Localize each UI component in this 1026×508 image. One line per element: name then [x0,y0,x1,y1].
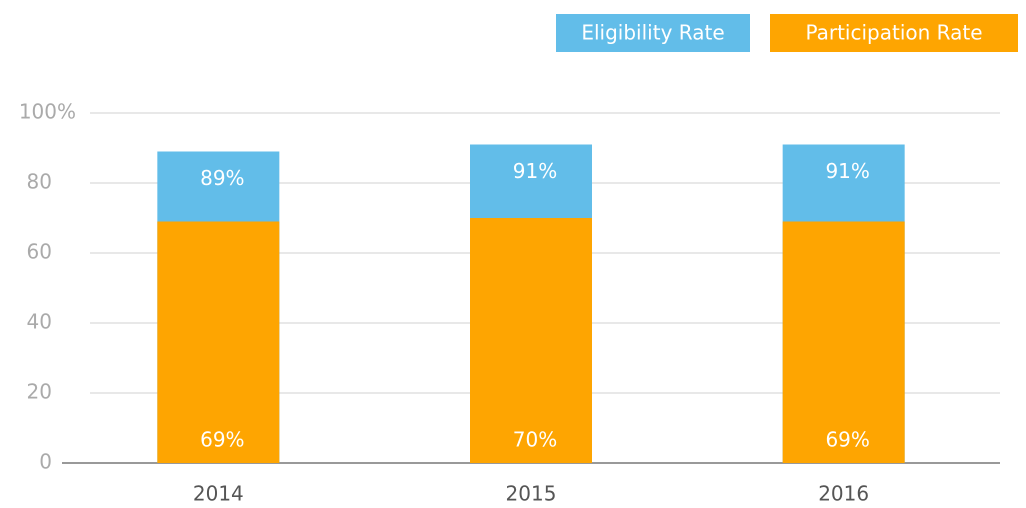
legend-swatch [770,14,1018,52]
y-tick-label: 0 [39,450,52,474]
y-tick-label: 100% [19,100,76,124]
y-tick-label: 80 [27,170,52,194]
bar [157,221,280,463]
value-label: 89% [200,166,244,190]
x-tick-label: 2014 [193,482,244,506]
legend-label: Eligibility Rate [581,21,724,45]
y-tick-label: 40 [27,310,52,334]
x-tick-label: 2016 [818,482,869,506]
x-tick-label: 2015 [506,482,557,506]
legend-swatch [556,14,750,52]
legend-label: Participation Rate [805,21,982,45]
value-label: 91% [825,159,869,183]
value-label: 69% [200,428,244,452]
bar [470,218,592,463]
y-tick-label: 60 [27,240,52,264]
value-label: 69% [825,428,869,452]
bar [782,221,905,463]
y-tick-label: 20 [27,380,52,404]
value-label: 70% [513,428,557,452]
value-label: 91% [513,159,557,183]
